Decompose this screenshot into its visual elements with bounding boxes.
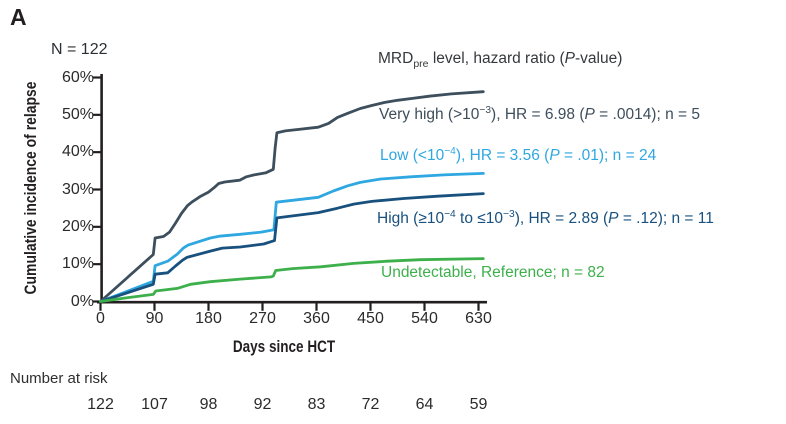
y-tick-label: 20% xyxy=(61,217,94,235)
number-at-risk-value: 64 xyxy=(415,396,434,413)
number-at-risk-value: 92 xyxy=(253,396,272,413)
curve-low xyxy=(99,171,485,303)
legend-item-undetectable: Undetectable, Reference; n = 82 xyxy=(381,264,605,281)
x-tick-label: 630 xyxy=(465,310,492,327)
p-value-symbol: P xyxy=(549,147,560,164)
x-tick-label: 90 xyxy=(145,310,164,327)
x-tick-label: 540 xyxy=(411,310,438,327)
curve-very-high xyxy=(99,90,485,303)
x-tick-label: 360 xyxy=(303,310,330,327)
curve-high-to xyxy=(99,192,485,303)
legend-item-low: Low (<10−4), HR = 3.56 (P = .01); n = 24 xyxy=(380,145,657,164)
x-tick-label: 450 xyxy=(357,310,384,327)
y-tick-label: 30% xyxy=(61,180,94,198)
number-at-risk-value: 107 xyxy=(141,396,168,413)
y-tick-label: 40% xyxy=(61,143,94,161)
number-at-risk-label: Number at risk xyxy=(10,370,108,387)
number-at-risk-value: 72 xyxy=(361,396,380,413)
curve-undetectable xyxy=(99,257,485,303)
legend-header-text: MRD xyxy=(378,50,414,67)
legend-item-high: High (≥10−4 to ≤10−3), HR = 2.89 (P = .1… xyxy=(377,208,714,227)
y-tick-label: 60% xyxy=(61,68,94,86)
legend-header-subscript: pre xyxy=(413,58,429,71)
x-tick-label: 270 xyxy=(249,310,276,327)
y-tick-label: 50% xyxy=(61,105,94,123)
panel-label: A xyxy=(10,4,27,30)
sample-size-label: N = 122 xyxy=(51,41,108,58)
number-at-risk-value: 122 xyxy=(87,396,114,413)
y-tick-label: 0% xyxy=(70,292,94,310)
legend-header: MRDpre level, hazard ratio (P-value) xyxy=(378,50,623,71)
x-axis-title: Days since HCT xyxy=(232,338,336,356)
x-tick-label: 0 xyxy=(96,310,105,327)
y-tick-label: 10% xyxy=(61,255,94,273)
p-value-symbol: P xyxy=(584,106,595,123)
p-value-symbol: P xyxy=(564,50,576,67)
x-tick-label: 180 xyxy=(195,310,222,327)
number-at-risk-value: 59 xyxy=(469,396,488,413)
legend-item-very-high: Very high (>10−3), HR = 6.98 (P = .0014)… xyxy=(379,104,700,123)
number-at-risk-value: 83 xyxy=(307,396,326,413)
number-at-risk-value: 98 xyxy=(199,396,218,413)
p-value-symbol: P xyxy=(608,210,619,227)
